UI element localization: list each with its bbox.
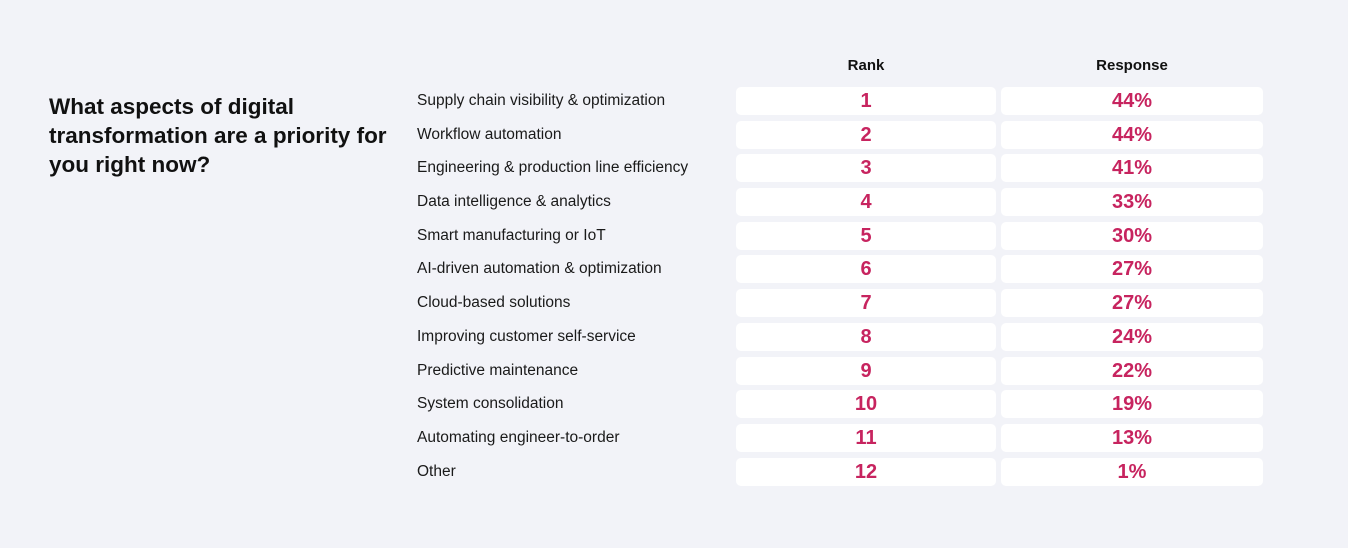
row-label: Improving customer self-service <box>417 327 636 345</box>
response-cell: 27% <box>1001 255 1263 284</box>
row-label: Cloud-based solutions <box>417 294 571 312</box>
response-cell: 19% <box>1001 390 1263 419</box>
rank-cell: 2 <box>736 120 996 149</box>
rank-cell: 4 <box>736 188 996 217</box>
row-label: Supply chain visibility & optimization <box>417 92 666 109</box>
rank-cell: 7 <box>736 289 996 318</box>
response-cell: 33% <box>1001 188 1263 217</box>
response-column-header: Response <box>1096 57 1168 74</box>
row-label: Automating engineer-to-order <box>417 428 620 446</box>
rank-cell: 11 <box>736 423 996 452</box>
rank-column-header: Rank <box>847 57 885 74</box>
row-label: Data intelligence & analytics <box>417 193 611 211</box>
survey-question: What aspects of digital transformation a… <box>49 94 387 177</box>
rank-cell: 8 <box>736 322 996 351</box>
row-label: Smart manufacturing or IoT <box>417 226 606 244</box>
response-cell: 1% <box>1001 457 1263 486</box>
response-cell: 22% <box>1001 356 1263 385</box>
row-label: AI-driven automation & optimization <box>417 260 662 278</box>
rank-cell: 1 <box>736 87 996 115</box>
response-cell: 44% <box>1001 87 1263 115</box>
row-label: Workflow automation <box>417 125 562 143</box>
rank-cell: 12 <box>736 457 996 486</box>
response-cell: 30% <box>1001 221 1263 250</box>
rank-cell: 3 <box>736 154 996 183</box>
rank-cell: 10 <box>736 390 996 419</box>
response-cell: 27% <box>1001 289 1263 318</box>
row-label: Predictive maintenance <box>417 361 579 379</box>
response-cell: 24% <box>1001 322 1263 351</box>
response-cell: 44% <box>1001 120 1263 149</box>
row-label: Other <box>417 462 456 480</box>
rank-cell: 9 <box>736 356 996 385</box>
rank-cell: 6 <box>736 255 996 284</box>
response-cell: 41% <box>1001 154 1263 183</box>
rank-cell: 5 <box>736 221 996 250</box>
response-cell: 13% <box>1001 423 1263 452</box>
row-label: System consolidation <box>417 395 564 413</box>
row-label: Engineering & production line efficiency <box>417 159 689 177</box>
